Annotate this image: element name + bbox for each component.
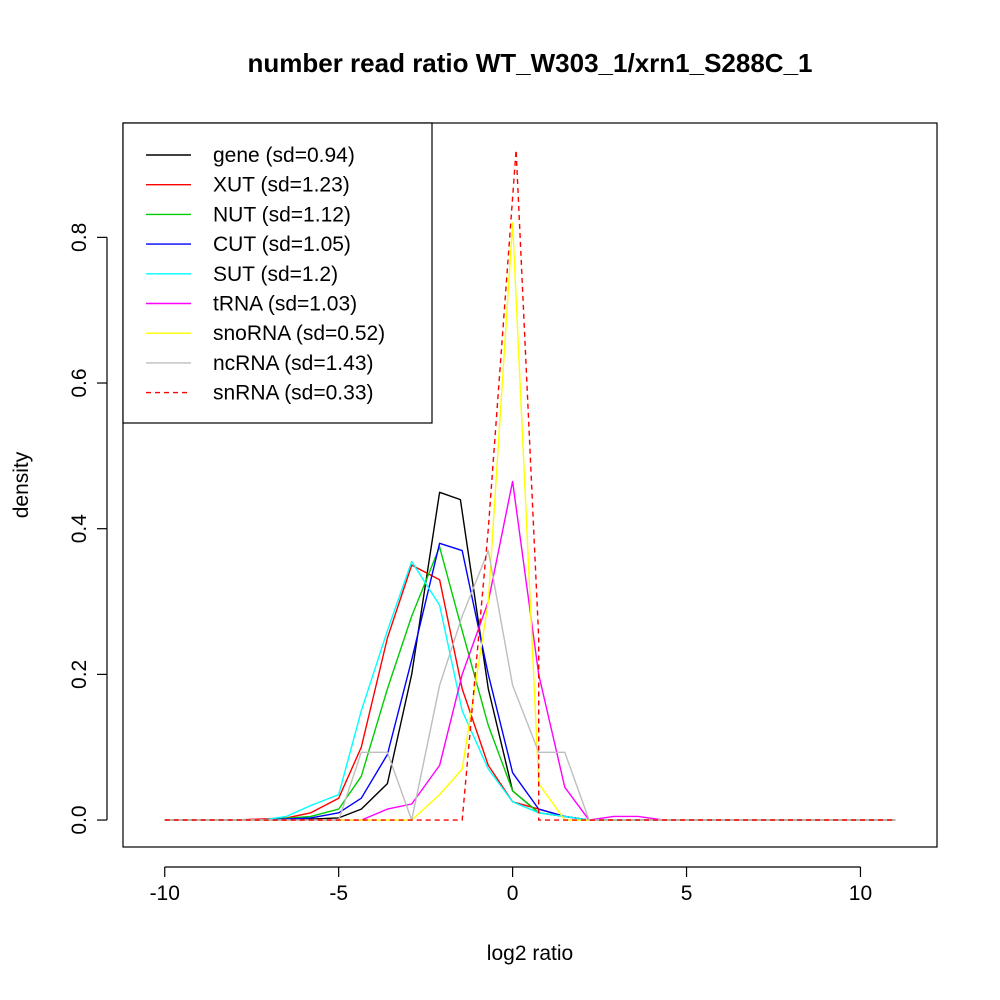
- y-tick-label: 0.2: [68, 660, 91, 689]
- y-axis: 0.0 0.2 0.4 0.6 0.8: [68, 223, 108, 835]
- y-tick-label: 0.4: [68, 514, 91, 544]
- x-tick-label: 10: [849, 882, 872, 905]
- legend: gene (sd=0.94) XUT (sd=1.23) NUT (sd=1.12)…: [122, 122, 433, 424]
- series-line: [164, 542, 896, 821]
- y-axis-label: density: [10, 451, 33, 518]
- series-line: [164, 560, 896, 821]
- x-axis-label: log2 ratio: [487, 942, 573, 965]
- series-line: [164, 222, 896, 821]
- y-tick-label: 0.8: [68, 223, 91, 252]
- series-layer: [164, 149, 896, 821]
- y-tick-label: 0.6: [68, 368, 91, 397]
- legend-label: XUT (sd=1.23): [213, 174, 350, 197]
- legend-label: snoRNA (sd=0.52): [213, 322, 385, 345]
- x-axis: -10 -5 0 5 10: [150, 866, 872, 905]
- x-tick-label: 0: [507, 882, 519, 905]
- chart-title: number read ratio WT_W303_1/xrn1_S288C_1: [247, 48, 812, 78]
- legend-box: [122, 122, 433, 424]
- legend-label: ncRNA (sd=1.43): [213, 352, 374, 375]
- series-line: [164, 480, 896, 821]
- x-tick-label: 5: [681, 882, 693, 905]
- plot-frame: [122, 122, 938, 848]
- legend-label: gene (sd=0.94): [213, 144, 355, 167]
- legend-label: snRNA (sd=0.33): [213, 382, 374, 405]
- legend-label: tRNA (sd=1.03): [213, 293, 357, 316]
- x-tick-label: -10: [150, 882, 180, 905]
- legend-label: CUT (sd=1.05): [213, 233, 351, 256]
- series-line: [164, 549, 896, 821]
- x-tick-label: -5: [329, 882, 348, 905]
- legend-label: NUT (sd=1.12): [213, 203, 351, 226]
- legend-label: SUT (sd=1.2): [213, 263, 338, 286]
- series-line: [164, 149, 896, 821]
- y-tick-label: 0.0: [68, 805, 91, 834]
